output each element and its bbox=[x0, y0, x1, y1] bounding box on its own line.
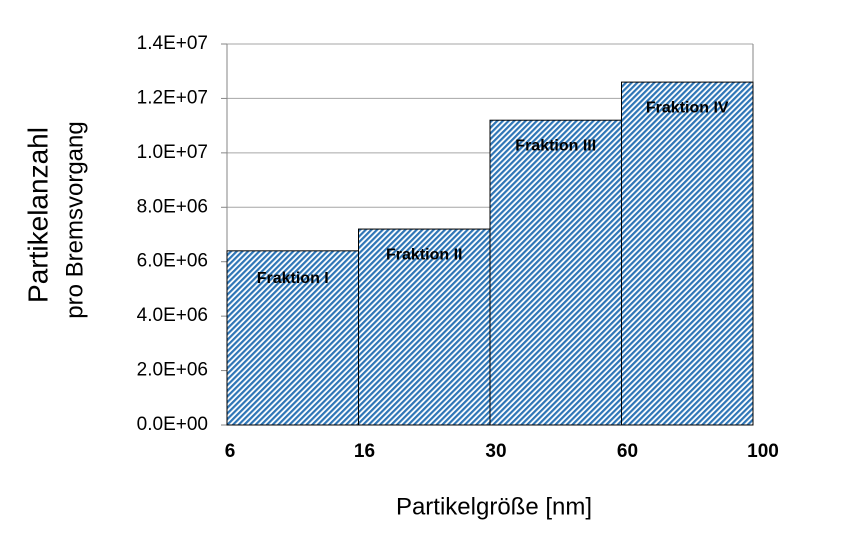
y-tick-label: 1.4E+07 bbox=[137, 33, 208, 54]
y-tick-label: 1.0E+07 bbox=[137, 142, 208, 163]
y-tick-label: 8.0E+06 bbox=[137, 196, 208, 217]
bar-label: Fraktion IV bbox=[646, 99, 729, 116]
x-axis-title: Partikelgröße [nm] bbox=[396, 493, 592, 520]
y-tick-label: 2.0E+06 bbox=[137, 360, 208, 381]
bar bbox=[489, 119, 622, 426]
x-tick-label: 100 bbox=[747, 441, 779, 462]
bar-label: Fraktion II bbox=[386, 246, 462, 263]
bar bbox=[358, 228, 491, 426]
y-tick-label: 1.2E+07 bbox=[137, 87, 208, 108]
bar-label: Fraktion III bbox=[515, 137, 596, 154]
x-tick-label: 16 bbox=[354, 441, 375, 462]
y-tick-label: 6.0E+06 bbox=[137, 251, 208, 272]
x-tick-label: 6 bbox=[225, 441, 236, 462]
y-tick-label: 0.0E+00 bbox=[137, 414, 208, 435]
bar-label: Fraktion I bbox=[257, 270, 329, 287]
x-tick-label: 60 bbox=[617, 441, 638, 462]
y-axis-title: Partikelanzahl bbox=[22, 127, 53, 303]
y-tick-label: 4.0E+06 bbox=[137, 305, 208, 326]
bar bbox=[621, 81, 754, 426]
x-tick-label: 30 bbox=[485, 441, 506, 462]
y-axis-title: pro Bremsvorgang bbox=[61, 121, 88, 318]
bar bbox=[226, 250, 359, 426]
